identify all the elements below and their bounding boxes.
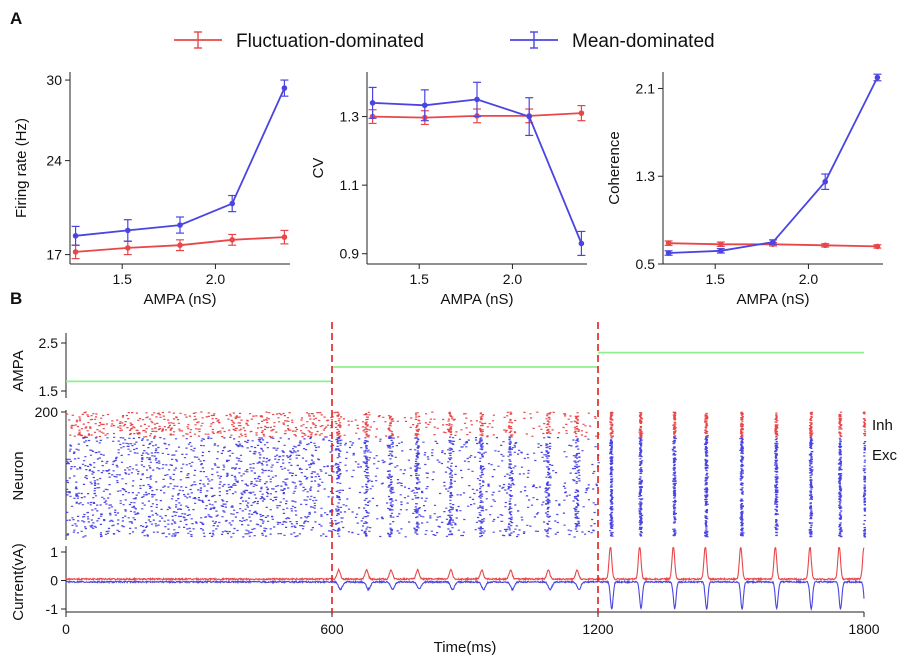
y-tick-label: 0 (50, 573, 58, 589)
x-tick-label: 1.5 (112, 271, 132, 287)
series-mean (368, 81, 586, 257)
y-tick-label: 1 (50, 544, 58, 560)
y-tick-label: 1.1 (340, 177, 360, 193)
legend-label-mean: Mean-dominated (572, 31, 715, 52)
legend-label-fluct: Fluctuation-dominated (236, 31, 424, 52)
y-tick-label: 1.3 (636, 168, 656, 184)
data-point (665, 240, 672, 246)
y-tick-label: 2.5 (39, 335, 59, 351)
panel-label-a: A (10, 9, 22, 28)
data-point (369, 100, 376, 106)
y-tick-label: 17 (46, 247, 62, 263)
x-axis-label: AMPA (nS) (143, 291, 216, 308)
data-point (770, 239, 776, 245)
data-point (874, 243, 881, 250)
x-axis-label: AMPA (nS) (736, 291, 809, 308)
exc-current-trace (65, 579, 865, 612)
data-point (72, 233, 79, 239)
y-tick-label: 1.5 (39, 383, 59, 399)
data-point (124, 227, 131, 234)
series-line (75, 87, 286, 237)
x-tick-label: 2.0 (503, 271, 523, 287)
data-point (281, 85, 288, 91)
subplot-raster: 200 Neuron Inh Exc (10, 404, 898, 540)
x-tick-label: 2.0 (206, 271, 226, 287)
group-label-exc: Exc (872, 447, 898, 464)
x-tick-label: 0 (62, 621, 70, 637)
subplot-firing-rate: 17 24 30 1.5 2.0 AMPA (nS) Firing rate (Hz) (13, 72, 290, 308)
y-tick-label: 2.1 (636, 80, 656, 96)
x-axis-label: AMPA (nS) (440, 291, 513, 308)
group-label-inh: Inh (872, 417, 893, 434)
x-tick-label: 600 (320, 621, 344, 637)
subplot-cv: 0.9 1.1 1.3 1.5 2.0 AMPA (nS) CV (310, 72, 587, 308)
data-point (229, 200, 236, 207)
y-tick-label: 200 (35, 404, 59, 420)
inh-current-trace (65, 546, 865, 582)
y-axis-label: Firing rate (Hz) (13, 118, 30, 218)
x-tick-label: 1800 (848, 621, 879, 637)
x-axis-label: Time(ms) (434, 639, 497, 656)
inh-spikes (66, 411, 867, 438)
data-point (177, 222, 183, 228)
data-point (578, 240, 585, 247)
data-point (72, 249, 79, 255)
x-tick-label: 2.0 (799, 271, 819, 287)
data-point (421, 102, 428, 109)
x-tick-label: 1200 (582, 621, 613, 637)
data-point (578, 110, 585, 116)
y-axis-label: CV (310, 158, 327, 179)
y-tick-label: 30 (46, 72, 62, 88)
data-point (474, 96, 480, 103)
data-point (526, 113, 533, 120)
y-tick-label: -1 (46, 601, 59, 617)
series-line (668, 77, 879, 254)
y-tick-label: 0.5 (636, 256, 656, 272)
data-point (717, 248, 724, 254)
series-fluctuation (71, 229, 289, 260)
panel-label-b: B (10, 289, 22, 308)
y-axis-label: AMPA (10, 350, 27, 391)
panel-a-plots: 17 24 30 1.5 2.0 AMPA (nS) Firing rate (Hz) 0.9… (13, 72, 883, 308)
subplot-ampa: 1.5 2.5 AMPA (10, 333, 864, 399)
data-point (822, 178, 829, 185)
data-point (281, 234, 288, 240)
legend: Fluctuation-dominated Mean-dominated (174, 31, 715, 52)
y-tick-label: 1.3 (340, 109, 360, 125)
subplot-coherence: 0.5 1.3 2.1 1.5 2.0 AMPA (nS) Coherence (606, 72, 883, 308)
data-point (665, 250, 672, 256)
y-tick-label: 0.9 (340, 246, 360, 262)
x-tick-label: 1.5 (409, 271, 429, 287)
series-mean (71, 79, 289, 246)
data-point (874, 74, 881, 81)
data-point (177, 242, 183, 249)
series-mean (664, 73, 882, 256)
data-point (822, 242, 829, 249)
y-axis-label: Coherence (606, 131, 623, 204)
y-tick-label: 24 (46, 153, 62, 169)
x-tick-label: 1.5 (705, 271, 725, 287)
data-point (124, 245, 131, 251)
exc-spikes (66, 436, 867, 538)
y-axis-label: Current(vA) (10, 543, 27, 621)
y-axis-label: Neuron (10, 451, 27, 500)
data-point (717, 241, 724, 248)
data-point (229, 237, 236, 243)
